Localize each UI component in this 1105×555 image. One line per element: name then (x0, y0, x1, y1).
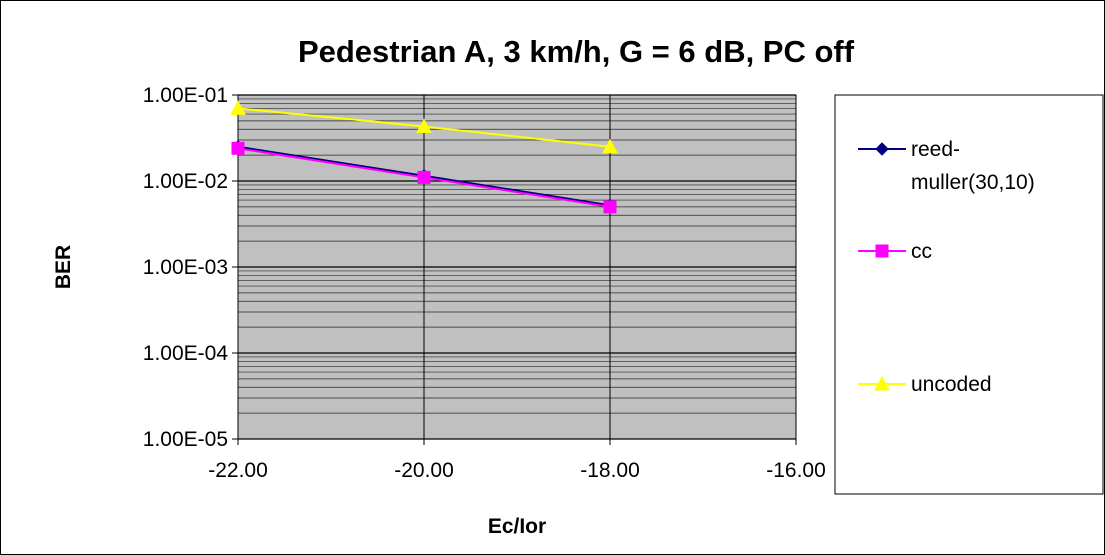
legend: reed-muller(30,10) cc uncoded (858, 138, 1035, 396)
legend-marker-0 (875, 142, 889, 156)
y-axis-title: BER (52, 245, 75, 289)
x-tick-label: -16.00 (766, 459, 826, 482)
x-axis-title: Ec/Ior (488, 515, 546, 538)
y-tick-label: 1.00E-05 (143, 428, 228, 451)
data-point-series-2 (602, 138, 618, 154)
legend-label-0: reed- (911, 138, 960, 161)
y-tick-label: 1.00E-01 (143, 84, 228, 107)
legend-box (834, 94, 1104, 495)
data-point-series-1 (417, 170, 431, 184)
data-point-series-1 (603, 200, 617, 214)
data-point-series-2 (416, 118, 432, 134)
legend-marker-1 (875, 244, 889, 258)
legend-label-0: muller(30,10) (911, 171, 1035, 194)
chart-title: Pedestrian A, 3 km/h, G = 6 dB, PC off (298, 34, 855, 69)
y-tick-layer: 1.00E-01 1.00E-02 1.00E-03 1.00E-04 1.00E-05 (143, 84, 238, 451)
x-tick-layer: -22.00 -20.00 -18.00 -16.00 (208, 439, 826, 482)
x-tick-label: -20.00 (394, 459, 454, 482)
legend-marker-2 (874, 375, 890, 391)
x-tick-label: -18.00 (580, 459, 640, 482)
grid-layer (237, 94, 797, 440)
data-point-series-2 (230, 100, 246, 115)
data-point-series-1 (231, 141, 245, 155)
legend-label-1: cc (911, 240, 932, 263)
y-tick-label: 1.00E-03 (143, 256, 228, 279)
y-tick-label: 1.00E-04 (143, 342, 229, 365)
legend-label-2: uncoded (911, 373, 992, 396)
series-layer (230, 100, 618, 214)
y-tick-label: 1.00E-02 (143, 170, 228, 193)
x-tick-label: -22.00 (208, 459, 268, 482)
